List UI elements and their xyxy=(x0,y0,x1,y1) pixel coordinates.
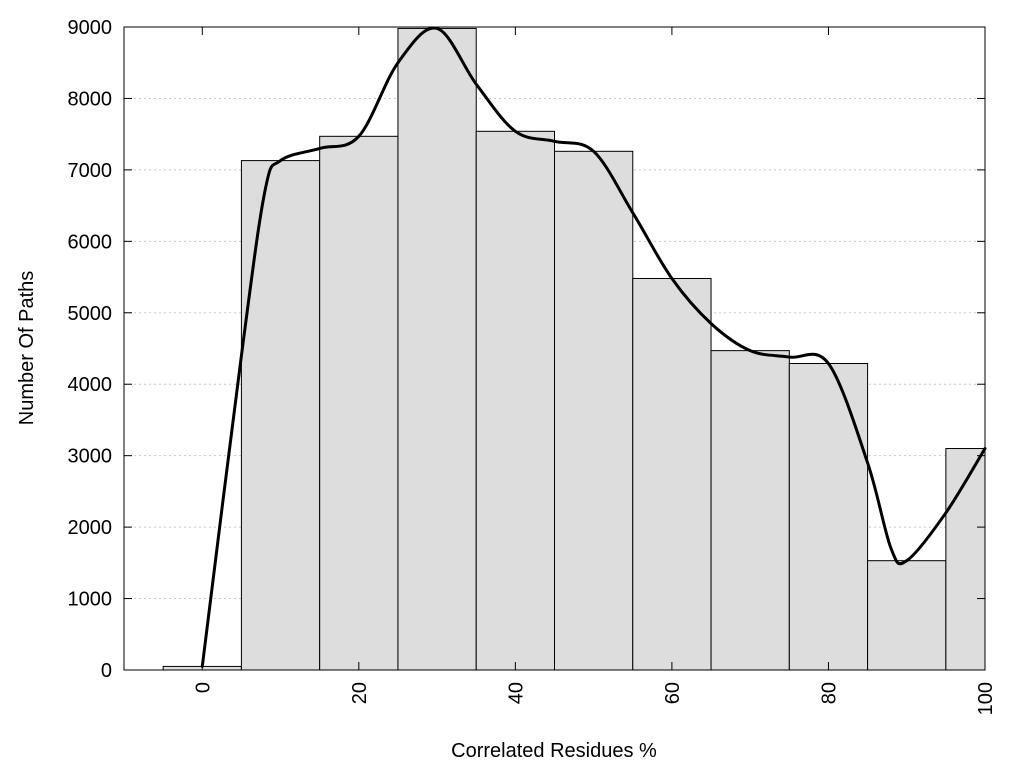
x-tick-label-2: 40 xyxy=(505,682,527,704)
axis-ticks: 0 1000 2000 3000 4000 5000 6000 7000 8000 9000 0 20… xyxy=(68,17,998,715)
trend-curve-line xyxy=(200,26,987,668)
y-tick-label-5: 5000 xyxy=(68,303,113,325)
x-tick-label-0: 0 xyxy=(192,682,214,693)
bar-60 xyxy=(632,277,712,671)
bar-10 xyxy=(240,160,321,671)
trend-curve xyxy=(200,26,987,668)
y-tick-label-9: 9000 xyxy=(68,17,113,39)
bars xyxy=(162,27,986,671)
x-tick-label-5: 100 xyxy=(975,682,997,715)
y-tick-label-8: 8000 xyxy=(68,88,113,110)
bar-70 xyxy=(710,350,790,671)
y-axis-label: Number Of Paths xyxy=(16,271,38,426)
y-tick-label-4: 4000 xyxy=(68,374,113,396)
x-tick-label-3: 60 xyxy=(662,682,684,704)
bar-30 xyxy=(397,27,477,671)
plot-frame xyxy=(123,26,986,671)
bar-20 xyxy=(319,135,399,671)
y-tick-label-7: 7000 xyxy=(68,160,113,182)
y-tick-label-6: 6000 xyxy=(68,231,113,253)
x-tick-label-1: 20 xyxy=(349,682,371,704)
bar-50 xyxy=(554,150,634,671)
y-tick-label-3: 3000 xyxy=(68,446,113,468)
bar-40 xyxy=(475,130,555,671)
x-tick-label-4: 80 xyxy=(818,682,840,704)
bar-100 xyxy=(945,448,986,671)
bar-80 xyxy=(788,363,869,671)
y-tick-label-2: 2000 xyxy=(68,517,113,539)
y-tick-label-0: 0 xyxy=(101,660,112,682)
y-tick-label-1: 1000 xyxy=(68,589,113,611)
x-axis-label: Correlated Residues % xyxy=(451,740,657,762)
bar-90 xyxy=(867,560,947,671)
